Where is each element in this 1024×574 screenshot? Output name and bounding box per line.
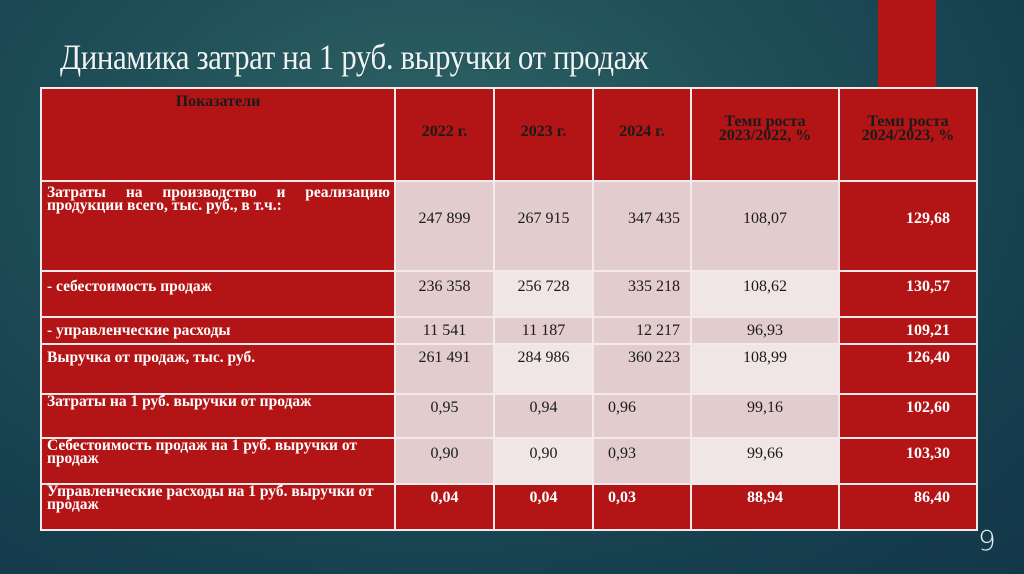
- cell-2024: 0,03: [592, 483, 692, 531]
- table-row: - управленческие расходы 11 541 11 187 1…: [40, 316, 978, 345]
- cell-2023: 256 728: [493, 270, 594, 318]
- cell-2024: 360 223: [592, 343, 692, 395]
- table-row: Затраты на 1 руб. выручки от продаж 0,95…: [40, 393, 978, 439]
- header-indicators: Показатели: [40, 87, 396, 182]
- row-label: Управленческие расходы на 1 руб. выручки…: [40, 483, 396, 531]
- cell-2024: 0,96: [592, 393, 692, 439]
- row-label: Себестоимость продаж на 1 руб. выручки о…: [40, 437, 396, 485]
- header-label: 2024 г.: [619, 123, 665, 140]
- cell-2022: 247 899: [394, 180, 495, 272]
- cell-2024: 335 218: [592, 270, 692, 318]
- cell-2022: 0,04: [394, 483, 495, 531]
- cost-dynamics-table: Показатели 2022 г. 2023 г. 2024 г. Темп …: [40, 87, 978, 531]
- row-label: Затраты на производство и реализацию про…: [40, 180, 396, 272]
- cell-growth-1: 88,94: [690, 483, 840, 531]
- table-header-row: Показатели 2022 г. 2023 г. 2024 г. Темп …: [40, 87, 978, 182]
- slide-title: Динамика затрат на 1 руб. выручки от про…: [60, 37, 648, 77]
- cell-2022: 0,95: [394, 393, 495, 439]
- cell-2022: 0,90: [394, 437, 495, 485]
- cell-2024: 347 435: [592, 180, 692, 272]
- cell-growth-2: 102,60: [838, 393, 978, 439]
- row-label: Затраты на 1 руб. выручки от продаж: [40, 393, 396, 439]
- cell-2022: 236 358: [394, 270, 495, 318]
- cell-growth-1: 108,62: [690, 270, 840, 318]
- header-2024: 2024 г.: [592, 87, 692, 182]
- table-row: Управленческие расходы на 1 руб. выручки…: [40, 483, 978, 531]
- header-2023: 2023 г.: [493, 87, 594, 182]
- table-row: Затраты на производство и реализацию про…: [40, 180, 978, 272]
- header-label: Показатели: [175, 93, 261, 110]
- cell-2024: 0,93: [592, 437, 692, 485]
- cell-growth-2: 103,30: [838, 437, 978, 485]
- header-label: 2022 г.: [421, 123, 468, 140]
- header-label: 2024/2023, %: [861, 127, 955, 144]
- table-row: Выручка от продаж, тыс. руб. 261 491 284…: [40, 343, 978, 395]
- cell-growth-1: 108,07: [690, 180, 840, 272]
- row-label: Выручка от продаж, тыс. руб.: [40, 343, 396, 395]
- cell-2023: 0,04: [493, 483, 594, 531]
- header-label: 2023 г.: [520, 123, 567, 140]
- cell-2022: 11 541: [394, 316, 495, 345]
- cell-growth-1: 99,66: [690, 437, 840, 485]
- row-label: - управленческие расходы: [40, 316, 396, 345]
- page-number: 9: [978, 524, 996, 557]
- table-row: Себестоимость продаж на 1 руб. выручки о…: [40, 437, 978, 485]
- cell-2023: 11 187: [493, 316, 594, 345]
- cell-2023: 267 915: [493, 180, 594, 272]
- header-label: 2023/2022, %: [718, 127, 812, 144]
- cell-growth-2: 86,40: [838, 483, 978, 531]
- table-row: - себестоимость продаж 236 358 256 728 3…: [40, 270, 978, 318]
- header-growth-2024-2023: Темп роста 2024/2023, %: [838, 87, 978, 182]
- cell-2023: 0,94: [493, 393, 594, 439]
- cell-growth-1: 96,93: [690, 316, 840, 345]
- cell-growth-1: 108,99: [690, 343, 840, 395]
- cell-growth-2: 109,21: [838, 316, 978, 345]
- header-2022: 2022 г.: [394, 87, 495, 182]
- header-label: Темп роста: [867, 113, 949, 130]
- cell-growth-2: 129,68: [838, 180, 978, 272]
- cell-growth-2: 130,57: [838, 270, 978, 318]
- header-label: Темп роста: [724, 113, 806, 130]
- cell-2022: 261 491: [394, 343, 495, 395]
- cell-2024: 12 217: [592, 316, 692, 345]
- cell-growth-2: 126,40: [838, 343, 978, 395]
- header-growth-2023-2022: Темп роста 2023/2022, %: [690, 87, 840, 182]
- cell-2023: 0,90: [493, 437, 594, 485]
- cell-growth-1: 99,16: [690, 393, 840, 439]
- row-label: - себестоимость продаж: [40, 270, 396, 318]
- accent-bar: [878, 0, 936, 88]
- cell-2023: 284 986: [493, 343, 594, 395]
